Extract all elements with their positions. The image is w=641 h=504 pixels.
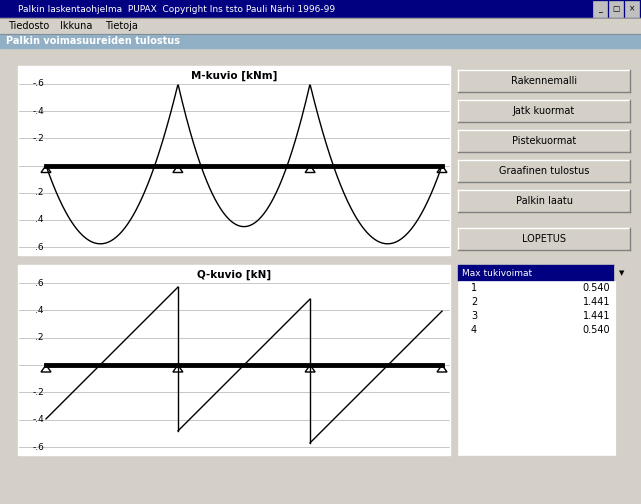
Text: Palkin laatu: Palkin laatu (515, 196, 572, 206)
Text: 1.441: 1.441 (583, 311, 610, 321)
Text: Palkin voimasuureiden tulostus: Palkin voimasuureiden tulostus (6, 36, 180, 46)
Text: -.4: -.4 (32, 107, 44, 115)
Text: LOPETUS: LOPETUS (522, 234, 566, 244)
Bar (18, 66, 450, 255)
Text: 0.540: 0.540 (583, 325, 610, 335)
Text: Palkin laskentaohjelma  PUPAX  Copyright Ins tsto Pauli Närhi 1996-99: Palkin laskentaohjelma PUPAX Copyright I… (18, 5, 335, 14)
Text: _: _ (598, 5, 602, 14)
Bar (458, 70, 630, 92)
Text: Pistekuormat: Pistekuormat (512, 136, 576, 146)
Text: Jatk kuormat: Jatk kuormat (513, 106, 575, 116)
Text: .2: .2 (35, 188, 44, 197)
Bar (458, 228, 630, 250)
Bar (593, 1, 607, 17)
Text: □: □ (612, 5, 620, 14)
Text: .4: .4 (35, 215, 44, 224)
Bar (458, 281, 616, 455)
Text: 2: 2 (471, 297, 477, 307)
Text: .4: .4 (35, 306, 44, 315)
Text: Q-kuvio [kN]: Q-kuvio [kN] (197, 270, 271, 280)
Text: Rakennemalli: Rakennemalli (511, 76, 577, 86)
Text: .6: .6 (35, 279, 44, 287)
Text: -.2: -.2 (32, 134, 44, 143)
Text: ▼: ▼ (619, 270, 625, 276)
Bar (616, 281, 630, 455)
Text: .6: .6 (35, 242, 44, 251)
Bar (458, 160, 630, 182)
Bar (609, 1, 623, 17)
Text: 4: 4 (471, 325, 477, 335)
Text: Ikkuna: Ikkuna (60, 21, 92, 31)
Bar (458, 100, 630, 122)
Bar (458, 265, 614, 281)
Bar (0, 0, 641, 18)
Text: Max tukivoimat: Max tukivoimat (462, 269, 532, 278)
Bar (0, 34, 641, 48)
Text: Tietoja: Tietoja (105, 21, 138, 31)
Bar (18, 265, 450, 455)
Text: .2: .2 (35, 333, 44, 342)
Text: -.4: -.4 (32, 415, 44, 424)
Bar (625, 1, 639, 17)
Bar (614, 265, 630, 281)
Bar (458, 190, 630, 212)
Text: -.6: -.6 (32, 80, 44, 89)
Text: M-kuvio [kNm]: M-kuvio [kNm] (191, 71, 277, 81)
Text: -.6: -.6 (32, 443, 44, 452)
Text: 0.540: 0.540 (583, 283, 610, 293)
Text: 1.441: 1.441 (583, 297, 610, 307)
Text: 3: 3 (471, 311, 477, 321)
Bar (458, 130, 630, 152)
Bar (0, 18, 641, 34)
Text: ×: × (629, 5, 635, 14)
Text: -.2: -.2 (32, 388, 44, 397)
Text: 1: 1 (471, 283, 477, 293)
Text: Tiedosto: Tiedosto (8, 21, 49, 31)
Text: Graafinen tulostus: Graafinen tulostus (499, 166, 589, 176)
